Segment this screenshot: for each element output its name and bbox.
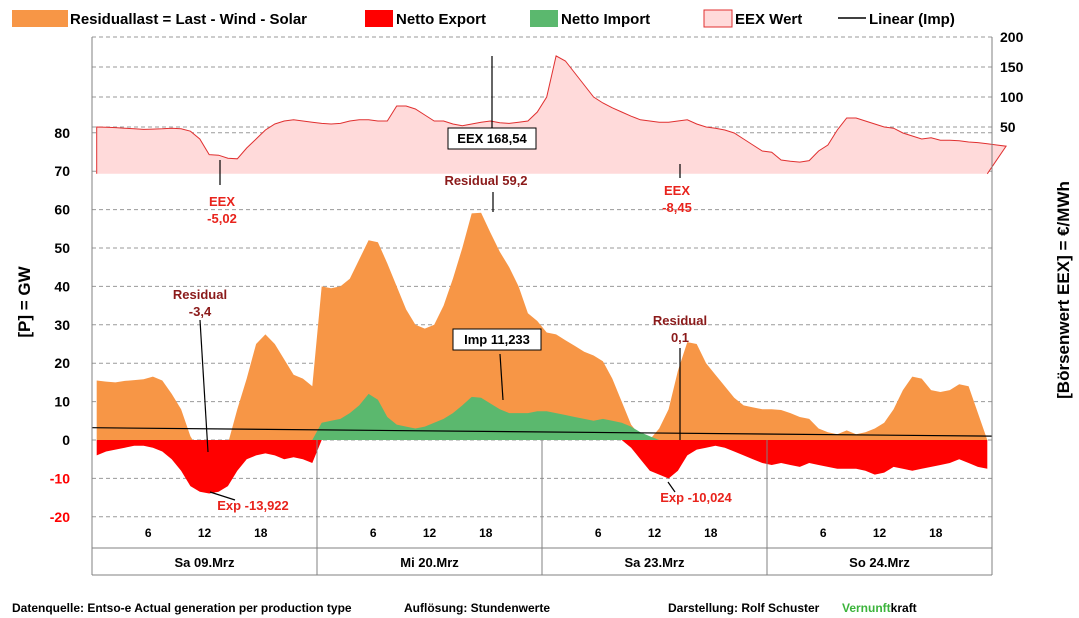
y-tick-right-1: 150 xyxy=(1000,59,1024,75)
legend: Residuallast = Last - Wind - Solar Netto… xyxy=(12,9,955,28)
annotation-leader-5 xyxy=(499,353,504,401)
x-tick-hour-2-1: 12 xyxy=(648,526,662,540)
annotation-leader-8 xyxy=(667,481,676,493)
annotation-text-2-0: Exp -13,922 xyxy=(217,498,289,513)
annotation-text-7-0: Residual xyxy=(653,313,707,328)
y-tick-left-9: -10 xyxy=(50,470,70,486)
x-tick-hour-3-2: 18 xyxy=(929,526,943,540)
y-tick-left-6: 20 xyxy=(54,355,70,371)
y-axis-title-right: [Börsenwert EEX] = €/MWh xyxy=(1054,181,1073,399)
y-tick-left-7: 10 xyxy=(54,394,70,410)
annotation-box-3 xyxy=(447,127,537,150)
import-area xyxy=(96,393,988,440)
export-area xyxy=(96,440,988,494)
y-tick-left-2: 60 xyxy=(54,202,70,218)
x-tick-day-2: Sa 23.Mrz xyxy=(625,555,685,570)
y-tick-left-3: 50 xyxy=(54,240,70,256)
y-tick-left-8: 0 xyxy=(62,432,70,448)
y-tick-right-2: 100 xyxy=(1000,89,1024,105)
x-tick-hour-2-2: 18 xyxy=(704,526,718,540)
y-tick-left-10: -20 xyxy=(50,509,70,525)
footer-source: Datenquelle: Entso-e Actual generation p… xyxy=(12,601,352,615)
legend-label-import: Netto Import xyxy=(561,11,650,28)
x-tick-hour-0-2: 18 xyxy=(254,526,268,540)
annotation-text-0-0: EEX xyxy=(209,194,235,209)
footer-resolution: Auflösung: Stundenwerte xyxy=(404,601,550,615)
legend-label-residual: Residuallast = Last - Wind - Solar xyxy=(70,11,307,28)
footer-brand: Vernunftkraft xyxy=(842,601,917,615)
legend-label-linear: Linear (Imp) xyxy=(869,11,955,28)
x-tick-hour-3-0: 6 xyxy=(820,526,827,540)
legend-swatch-export xyxy=(365,10,393,27)
eex-area xyxy=(96,55,1007,174)
legend-swatch-eex xyxy=(703,9,733,28)
x-tick-hour-0-0: 6 xyxy=(145,526,152,540)
y-tick-right-3: 50 xyxy=(1000,119,1016,135)
annotation-text-3-0: EEX 168,54 xyxy=(457,131,527,146)
y-tick-right-0: 200 xyxy=(1000,29,1024,45)
annotation-text-0-1: -5,02 xyxy=(207,211,237,226)
annotation-text-6-0: EEX xyxy=(664,183,690,198)
annotation-text-8-0: Exp -10,024 xyxy=(660,490,732,505)
y-tick-left-1: 70 xyxy=(54,163,70,179)
annotation-text-7-1: 0,1 xyxy=(671,330,689,345)
y-tick-left-4: 40 xyxy=(54,278,70,294)
footer-author: Darstellung: Rolf Schuster xyxy=(668,601,820,615)
residual-area xyxy=(96,212,988,454)
x-tick-day-1: Mi 20.Mrz xyxy=(400,555,459,570)
annotation-text-5-0: Imp 11,233 xyxy=(464,332,530,347)
x-tick-hour-0-1: 12 xyxy=(198,526,212,540)
x-tick-hour-1-1: 12 xyxy=(423,526,437,540)
x-tick-hour-1-2: 18 xyxy=(479,526,493,540)
annotation-box-5 xyxy=(452,328,542,351)
legend-swatch-import xyxy=(530,10,558,27)
annotation-text-1-1: -3,4 xyxy=(189,304,212,319)
annotation-leader-1 xyxy=(199,319,209,453)
y-axis-title-left: [P] = GW xyxy=(15,265,34,337)
footer-brand-green: Vernunft xyxy=(842,601,891,615)
annotation-text-6-1: -8,45 xyxy=(662,200,692,215)
legend-label-eex: EEX Wert xyxy=(735,11,802,28)
annotation-leader-2 xyxy=(209,491,236,501)
annotation-text-1-0: Residual xyxy=(173,287,227,302)
legend-label-export: Netto Export xyxy=(396,11,486,28)
power-series xyxy=(91,212,993,494)
annotation-text-4-0: Residual 59,2 xyxy=(444,173,527,188)
x-tick-hour-1-0: 6 xyxy=(370,526,377,540)
x-tick-hour-2-0: 6 xyxy=(595,526,602,540)
linear-imp-trendline xyxy=(91,427,993,437)
footer: Datenquelle: Entso-e Actual generation p… xyxy=(12,601,917,615)
y-tick-left-5: 30 xyxy=(54,317,70,333)
eex-line xyxy=(96,55,1007,175)
gridlines xyxy=(92,36,992,518)
y-tick-left-0: 80 xyxy=(54,125,70,141)
annotations: EEX -5,02 Residual -3,4 Exp -13,922 EEX 168,5… xyxy=(173,56,733,513)
eex-series xyxy=(96,55,1007,175)
footer-brand-black: kraft xyxy=(891,601,917,615)
axes xyxy=(91,37,993,576)
x-tick-day-0: Sa 09.Mrz xyxy=(175,555,235,570)
legend-swatch-residual xyxy=(12,10,68,27)
x-tick-hour-3-1: 12 xyxy=(873,526,887,540)
x-tick-day-3: So 24.Mrz xyxy=(849,555,910,570)
